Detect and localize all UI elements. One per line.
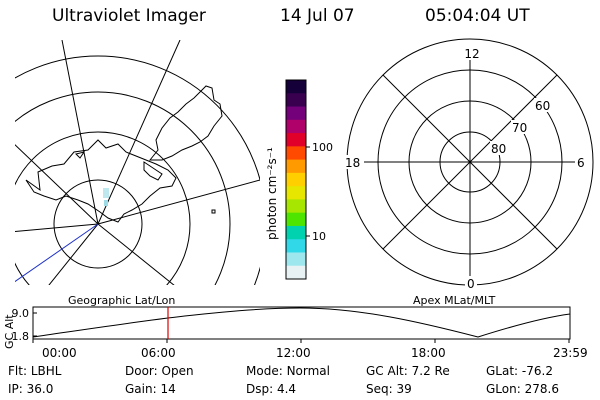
timeline-ytick: 9.0: [12, 307, 30, 320]
dsp-info: Dsp: 4.4: [246, 382, 297, 396]
colorbar-frame: [285, 79, 307, 280]
mode-info: Mode: Normal: [246, 364, 330, 378]
lat-circle: [15, 91, 231, 285]
mlt-label-0: 0: [467, 277, 475, 291]
island-outline: [211, 209, 216, 214]
colorbar-band: [286, 252, 306, 267]
mlt-label-12: 12: [464, 47, 479, 61]
timeline-xtick: 06:00: [141, 346, 176, 360]
left-map-label: Geographic Lat/Lon: [68, 294, 175, 307]
colorbar-band: [286, 133, 306, 147]
timeline-xtick: 18:00: [411, 346, 446, 360]
colorbar-band: [286, 239, 306, 253]
lat-circle: [15, 55, 260, 285]
colorbar-band: [286, 199, 306, 214]
mlat-label-70: 70: [512, 121, 527, 135]
colorbar-band: [286, 172, 306, 187]
continent-outline: [25, 139, 177, 223]
timeline-xtick: 00:00: [42, 346, 77, 360]
aurora-emission: [103, 188, 109, 198]
island-outline: [75, 151, 86, 159]
apex-polar-plot: [346, 38, 594, 286]
terminator-line: [15, 223, 99, 283]
right-map-label: Apex MLat/MLT: [413, 294, 496, 307]
gain-info: Gain: 14: [125, 382, 176, 396]
colorbar-band: [286, 80, 306, 94]
colorbar-band: [286, 159, 306, 174]
mlt-label-18: 18: [345, 156, 360, 170]
mlat-label-80: 80: [491, 142, 506, 156]
island-outline: [143, 161, 163, 181]
glon-info: GLon: 278.6: [486, 382, 559, 396]
meridian-line: [61, 40, 99, 225]
colorbar-band: [286, 119, 306, 134]
mlat-label-60: 60: [535, 99, 550, 113]
timeline-xtick: 23:59: [553, 346, 588, 360]
mlt-line: [382, 74, 558, 250]
lat-circle: [53, 179, 143, 269]
colorbar-tick-label: 100: [312, 141, 333, 154]
colorbar-tick-label: 10: [312, 230, 326, 243]
colorbar-band: [286, 212, 306, 227]
instrument-title: Ultraviolet Imager: [52, 6, 206, 26]
colorbar-unit-label: photon cm⁻²s⁻¹: [265, 147, 279, 240]
ip-info: IP: 36.0: [8, 382, 54, 396]
aurora-emission: [104, 200, 108, 206]
filter-info: Flt: LBHL: [8, 364, 62, 378]
timeline-ylabel: GC Alt: [3, 314, 16, 349]
timeline-xtick: 12:00: [276, 346, 311, 360]
colorbar: [286, 80, 306, 280]
seq-info: Seq: 39: [366, 382, 412, 396]
meridian-line: [15, 144, 99, 225]
colorbar-band: [286, 265, 306, 280]
meridian-line: [15, 223, 99, 233]
meridian-line: [97, 40, 181, 225]
colorbar-band: [286, 186, 306, 200]
time-text: 05:04:04 UT: [425, 6, 530, 26]
colorbar-band: [286, 93, 306, 108]
colorbar-band: [286, 146, 306, 161]
date-text: 14 Jul 07: [280, 6, 355, 26]
lat-circle: [15, 131, 191, 285]
colorbar-band: [286, 225, 306, 240]
meridian-line: [48, 223, 99, 285]
gc-alt-info: GC Alt: 7.2 Re: [366, 364, 450, 378]
meridian-line: [97, 223, 175, 285]
colorbar-band: [286, 106, 306, 121]
geographic-map: [15, 40, 260, 285]
meridian-line: [97, 179, 260, 225]
glat-info: GLat: -76.2: [486, 364, 553, 378]
altitude-curve: [32, 307, 571, 338]
mlt-label-6: 6: [577, 156, 585, 170]
continent-outline: [148, 85, 223, 161]
timeline-ytick: 1.8: [12, 330, 30, 343]
door-info: Door: Open: [125, 364, 194, 378]
timeline-frame: [32, 306, 571, 340]
